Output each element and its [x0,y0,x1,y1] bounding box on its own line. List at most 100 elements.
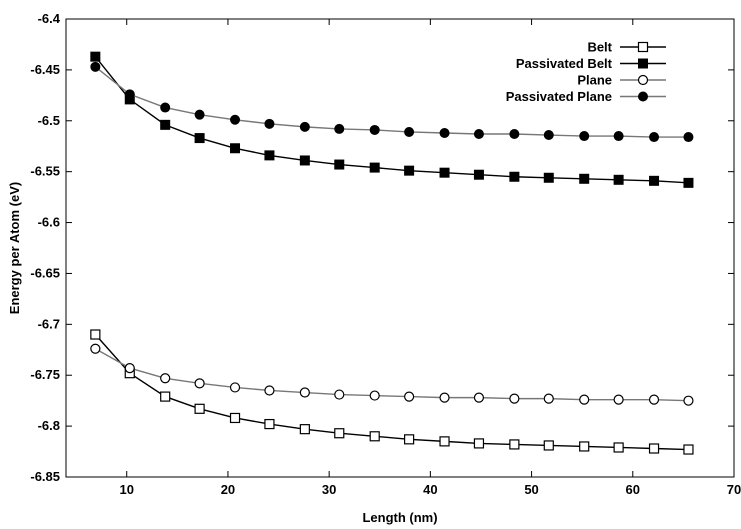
data-point [649,132,660,143]
series-line [94,66,689,138]
series-line [94,56,689,184]
data-point [683,177,694,188]
series-passivated-plane [90,61,694,143]
data-point [404,126,415,137]
data-point [648,443,660,454]
data-point [579,173,590,184]
y-tick-label: -6.5 [38,113,60,128]
legend-item: Passivated Belt [516,56,666,71]
series-plane [90,343,694,406]
data-point [543,440,554,451]
data-point [638,58,648,69]
data-point [637,74,649,86]
data-point [683,132,694,143]
data-point [613,442,624,453]
data-point [299,424,310,435]
data-point [299,155,310,166]
data-point [160,102,171,113]
data-point [473,169,484,180]
y-axis-title: Energy per Atom (eV) [7,182,22,314]
data-point [334,389,345,400]
data-point [90,61,101,72]
legend-item: Passivated Plane [506,89,666,104]
data-point [229,382,241,393]
plot-area [90,51,694,455]
y-tick-label: -6.7 [38,316,60,331]
data-point [579,441,590,452]
data-point [473,129,484,140]
data-point [509,439,520,450]
data-point [683,395,694,406]
x-tick-label: 60 [626,482,640,497]
data-point [264,385,275,396]
data-point [638,91,648,102]
data-point [439,392,450,403]
data-point [369,124,380,135]
data-point [404,434,415,445]
y-tick-label: -6.55 [30,164,60,179]
y-tick-label: -6.85 [30,469,60,484]
data-point [613,394,624,405]
data-point [509,129,520,140]
x-tick-label: 30 [322,482,336,497]
legend-item: Belt [587,40,666,55]
data-point [264,150,275,161]
data-point [613,131,624,142]
data-point [299,387,310,398]
data-point [369,390,380,401]
series-passivated-belt [90,51,694,188]
x-axis-title: Length (nm) [362,510,437,525]
data-point [90,329,101,340]
series-line [94,334,689,451]
legend-label: Belt [587,40,612,55]
y-tick-label: -6.75 [30,367,60,382]
legend-label: Plane [577,73,612,88]
data-point [334,123,345,134]
axes: -6.4 -6.45 -6.5 -6.55 -6.6 -6.65 -6.7 -6.75 -6.8… [30,11,741,497]
data-point [230,143,241,154]
data-point [637,41,649,53]
data-point [613,174,624,185]
data-point [648,394,660,405]
data-point [473,392,485,403]
x-tick-label: 10 [119,482,133,497]
data-point [264,418,275,430]
data-point [194,403,205,414]
data-point [509,171,520,182]
y-tick-label: -6.8 [38,418,60,433]
data-point [264,118,275,129]
data-point [194,378,205,389]
data-point [543,172,554,183]
data-point [579,131,590,142]
data-point [543,393,554,404]
data-point [90,343,101,354]
y-tick-label: -6.65 [30,265,60,280]
data-point [683,444,694,455]
data-point [404,391,415,402]
data-point [229,412,241,424]
data-point [439,127,450,138]
data-point [369,162,380,173]
data-point [369,431,380,442]
x-tick-label: 20 [221,482,235,497]
legend-label: Passivated Belt [516,56,613,71]
data-point [439,436,450,447]
series-line [95,348,689,402]
x-tick-label: 70 [727,482,741,497]
data-point [90,51,101,62]
x-tick-label: 40 [423,482,437,497]
data-point [334,428,345,439]
x-tick-label: 50 [524,482,538,497]
data-point [299,121,310,132]
data-point [649,175,660,186]
y-tick-label: -6.4 [38,11,61,26]
data-point [509,393,520,404]
y-tick-label: -6.6 [38,215,60,230]
data-point [160,373,171,384]
legend-label: Passivated Plane [506,89,612,104]
data-point [160,119,171,130]
legend-item: Plane [577,73,666,88]
